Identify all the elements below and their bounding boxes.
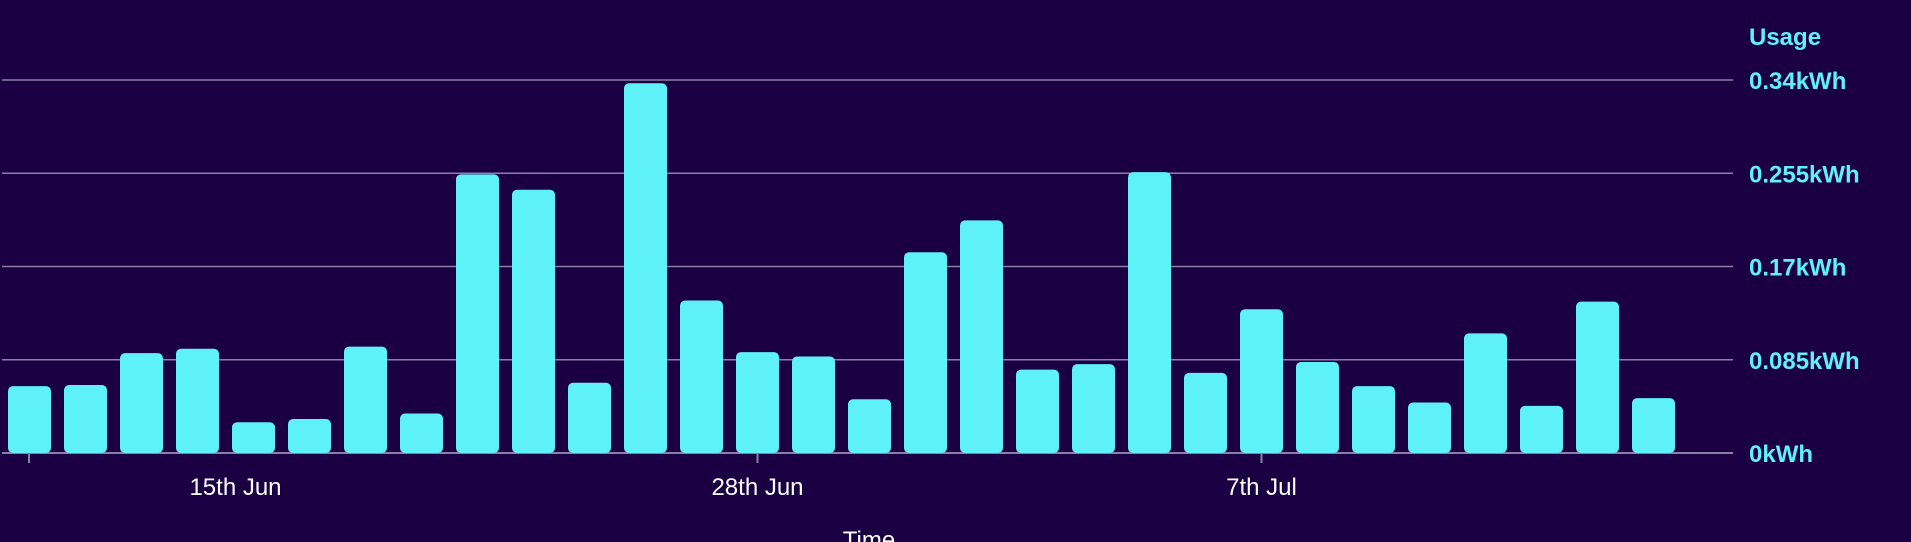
y-tick-label: 0.085kWh [1749,348,1860,375]
bar[interactable] [176,348,219,453]
bar[interactable] [344,346,387,453]
y-tick-label: 0kWh [1749,441,1813,468]
bar[interactable] [1408,402,1451,453]
bar[interactable] [792,356,835,453]
bar[interactable] [568,382,611,453]
bar[interactable] [232,422,275,453]
bar[interactable] [1072,364,1115,453]
bar[interactable] [1576,301,1619,453]
bar[interactable] [288,418,331,453]
bar[interactable] [400,413,443,453]
y-axis-title: Usage [1749,24,1821,51]
x-axis-title: Time [843,527,895,542]
bar[interactable] [64,384,107,453]
y-tick-label: 0.17kWh [1749,255,1846,282]
bar[interactable] [1016,369,1059,453]
y-tick-label: 0.34kWh [1749,68,1846,95]
bar[interactable] [680,300,723,453]
bar[interactable] [1128,172,1171,453]
bar[interactable] [1520,405,1563,453]
y-tick-label: 0.255kWh [1749,161,1860,188]
bar[interactable] [624,83,667,454]
bar[interactable] [512,189,555,454]
bar[interactable] [1632,398,1675,453]
bar[interactable] [960,220,1003,453]
bar[interactable] [1464,333,1507,453]
bar[interactable] [736,352,779,453]
bar[interactable] [1184,372,1227,453]
bars [8,83,1675,454]
x-tick-label: 7th Jul [1226,474,1297,501]
bar[interactable] [904,252,947,453]
bar[interactable] [1240,309,1283,453]
bar[interactable] [848,399,891,453]
x-tick-label: 28th Jun [711,474,803,501]
bar[interactable] [456,174,499,454]
y-axis-ticks: 0kWh 0.085kWh 0.17kWh 0.255kWh 0.34kWh [1749,68,1860,468]
bar[interactable] [8,386,51,453]
bar[interactable] [1296,361,1339,453]
bar[interactable] [120,353,163,453]
bar[interactable] [1352,386,1395,453]
x-tick-label: 15th Jun [189,474,281,501]
x-axis-ticks: 15th Jun 28th Jun 7th Jul [28,453,1297,501]
